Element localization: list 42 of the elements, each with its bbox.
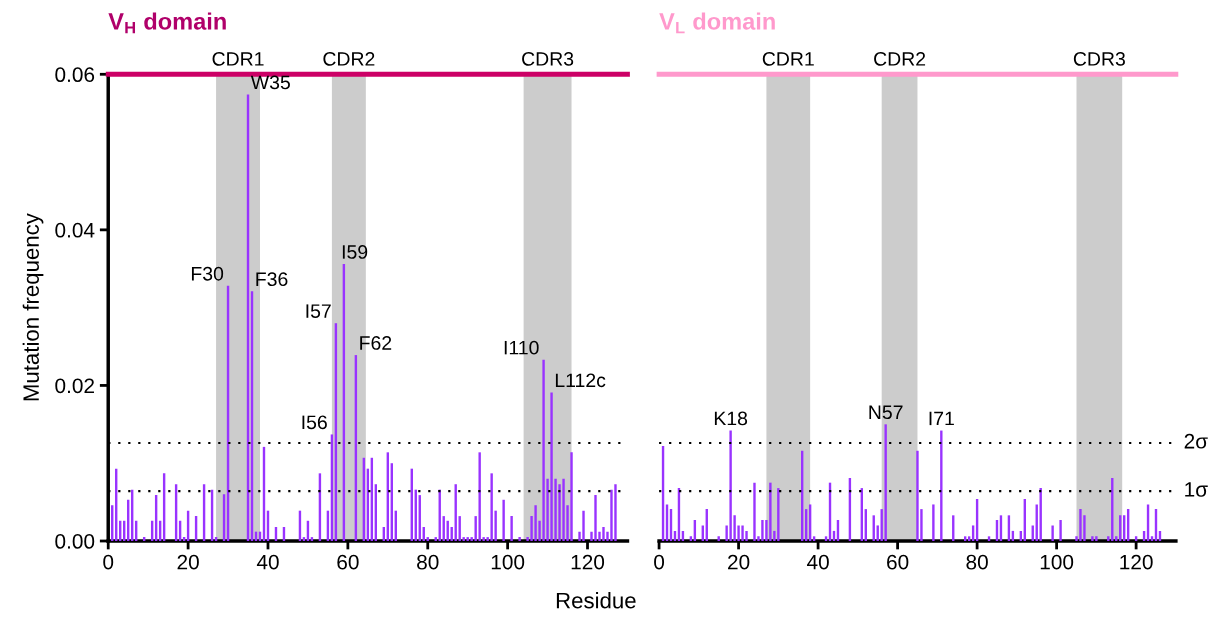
annotation: K18 [714, 411, 748, 426]
annotation: F62 [360, 336, 392, 350]
band-label: CDR1 [212, 52, 264, 66]
y-tick-label: 0.00 [55, 534, 95, 549]
ref-line-label: 2σ [1184, 433, 1208, 449]
x-tick-label: 120 [1120, 554, 1153, 570]
y-tick-label: 0.06 [55, 67, 95, 83]
band-label: CDR2 [874, 52, 926, 66]
y-axis-title: Mutation frequency [22, 213, 44, 401]
x-tick-label: 20 [728, 554, 750, 570]
annotation: I57 [306, 304, 331, 318]
x-tick-label: 20 [177, 554, 199, 570]
band-label: CDR3 [1073, 52, 1125, 66]
x-tick-label: 100 [1040, 554, 1074, 570]
x-axis-title: Residue [556, 592, 636, 609]
x-tick-label: 80 [966, 554, 988, 570]
band-label: CDR2 [323, 52, 375, 66]
x-tick-label: 80 [417, 554, 439, 570]
annotation: I110 [504, 340, 539, 355]
chart-title: V$_{H}$ domain [108, 12, 226, 34]
x-tick-label: 60 [337, 554, 359, 570]
chart-title: V$_{L}$ domain [659, 12, 775, 34]
x-tick-label: 60 [887, 554, 909, 570]
annotation: I71 [929, 411, 954, 426]
annotation: N57 [869, 405, 903, 420]
x-tick-label: 100 [491, 554, 525, 570]
x-tick-label: 120 [571, 554, 605, 570]
x-tick-label: 0 [654, 554, 665, 570]
ref-line-label: 1σ [1185, 482, 1208, 497]
band-label: CDR1 [762, 52, 814, 66]
annotation: W35 [250, 75, 290, 90]
y-tick-label: 0.04 [55, 222, 95, 238]
annotation: L112c [555, 373, 606, 388]
annotation: I56 [302, 415, 327, 430]
annotation: F36 [256, 272, 288, 287]
x-tick-label: 40 [256, 554, 279, 570]
x-tick-label: 0 [103, 554, 114, 570]
x-tick-label: 40 [806, 554, 829, 570]
y-tick-label: 0.02 [55, 378, 94, 394]
annotation: F30 [191, 266, 224, 281]
band-label: CDR3 [522, 52, 574, 66]
annotation: I59 [342, 245, 368, 259]
